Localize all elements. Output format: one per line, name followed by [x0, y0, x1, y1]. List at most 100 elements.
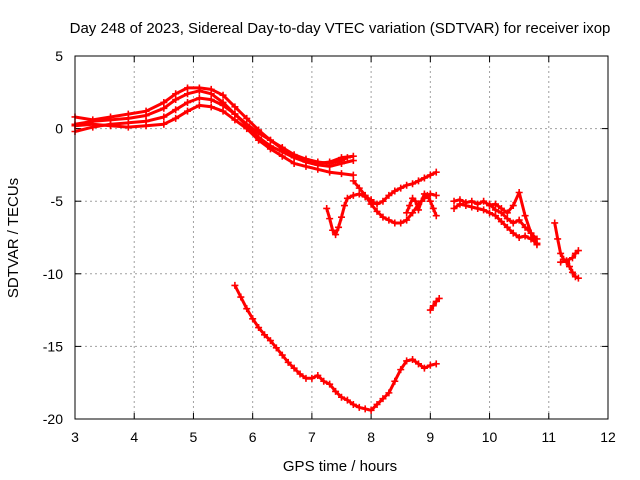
y-tick-label: -20 — [43, 411, 63, 427]
data-point — [521, 212, 529, 220]
data-point — [414, 177, 422, 185]
y-tick-label: -10 — [43, 266, 63, 282]
data-point — [361, 405, 369, 413]
data-point — [503, 223, 511, 231]
data-point — [409, 209, 417, 217]
data-point — [373, 207, 381, 215]
data-point — [474, 204, 482, 212]
data-point — [385, 216, 393, 224]
data-point — [414, 360, 422, 368]
data-point — [521, 232, 529, 240]
data-point — [361, 193, 369, 201]
data-point — [332, 387, 340, 395]
data-point — [515, 188, 523, 196]
series-track-5 — [349, 177, 440, 227]
data-point — [314, 165, 322, 173]
data-point — [403, 216, 411, 224]
x-tick-label: 4 — [130, 429, 138, 445]
series-track-8 — [403, 190, 440, 220]
data-point — [432, 360, 440, 368]
data-point — [420, 174, 428, 182]
data-point — [290, 159, 298, 167]
x-tick-label: 9 — [426, 429, 434, 445]
data-point — [397, 184, 405, 192]
series-track-13 — [557, 247, 582, 266]
data-point — [302, 162, 310, 170]
data-point — [219, 107, 227, 115]
data-point — [278, 145, 286, 153]
data-point — [266, 337, 274, 345]
x-tick-label: 7 — [308, 429, 316, 445]
data-point — [124, 123, 132, 131]
data-point — [497, 218, 505, 226]
data-point — [326, 158, 334, 166]
x-tick-label: 10 — [482, 429, 498, 445]
data-point — [429, 204, 437, 212]
data-point — [426, 171, 434, 179]
data-point — [107, 122, 115, 130]
data-point — [509, 219, 517, 227]
data-point — [551, 219, 559, 227]
data-point — [349, 400, 357, 408]
data-point — [343, 396, 351, 404]
data-point — [207, 96, 215, 104]
data-point — [432, 191, 440, 199]
data-point — [480, 197, 488, 205]
data-point — [255, 324, 263, 332]
x-tick-label: 5 — [190, 429, 198, 445]
data-point — [302, 374, 310, 382]
series-line — [429, 297, 441, 311]
data-point — [397, 366, 405, 374]
data-point — [255, 136, 263, 144]
data-point — [160, 120, 168, 128]
data-point — [426, 306, 434, 314]
data-point — [403, 181, 411, 189]
series-track-14 — [231, 281, 440, 414]
data-point — [509, 229, 517, 237]
data-point — [195, 101, 203, 109]
data-point — [429, 302, 437, 310]
data-point — [557, 249, 565, 257]
data-point — [409, 180, 417, 188]
data-point — [503, 215, 511, 223]
data-point — [320, 377, 328, 385]
data-point — [231, 103, 239, 111]
x-tick-label: 11 — [542, 429, 557, 445]
data-point — [266, 145, 274, 153]
data-point — [323, 204, 331, 212]
data-point — [314, 371, 322, 379]
data-point — [338, 213, 345, 221]
data-point — [243, 305, 251, 313]
data-point — [349, 177, 357, 185]
data-point — [184, 84, 192, 92]
data-point — [533, 235, 541, 243]
data-point — [261, 331, 269, 339]
data-point — [563, 257, 571, 265]
data-point — [278, 351, 286, 359]
data-point — [326, 380, 334, 388]
data-point — [391, 219, 399, 227]
data-point — [160, 98, 168, 106]
data-point — [207, 103, 215, 111]
data-point — [397, 219, 405, 227]
data-point — [509, 202, 517, 210]
data-point — [462, 202, 470, 210]
x-tick-label: 6 — [249, 429, 257, 445]
data-point — [486, 209, 494, 217]
grid-layer — [75, 56, 608, 419]
data-point — [574, 274, 582, 282]
data-point — [568, 268, 576, 276]
data-point — [435, 294, 443, 302]
data-point — [231, 281, 239, 289]
data-point — [373, 400, 381, 408]
data-point — [142, 107, 150, 115]
data-point — [243, 114, 251, 122]
data-point — [450, 204, 458, 212]
data-point — [554, 235, 562, 243]
data-point — [568, 254, 576, 262]
data-point — [385, 191, 393, 199]
data-point — [296, 370, 304, 378]
data-point — [391, 377, 399, 385]
data-point — [515, 234, 523, 241]
series-track-11 — [486, 200, 541, 243]
